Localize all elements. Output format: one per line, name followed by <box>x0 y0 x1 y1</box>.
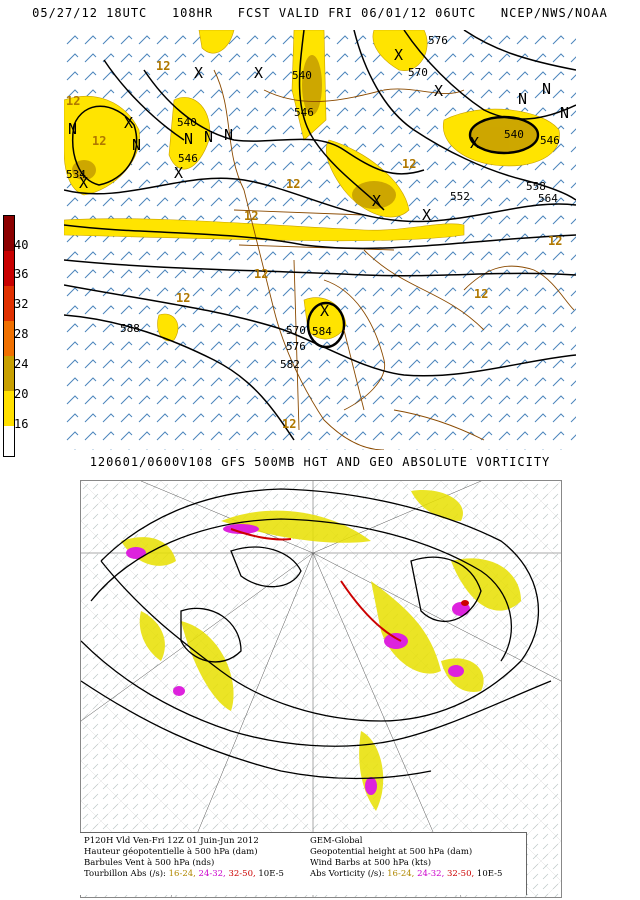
contour-label: 570 <box>408 66 428 79</box>
legend-bar <box>3 215 15 457</box>
legend-swatch <box>4 426 14 456</box>
range-units: 10E-5 <box>476 869 503 879</box>
vorticity-fills-low <box>121 490 521 811</box>
legend-swatch <box>4 216 14 251</box>
north-marker: N <box>518 90 527 108</box>
vorticity-legend-en: Abs Vorticity (/s): 16-24, 24-32, 32-50,… <box>310 869 502 880</box>
vorticity-color-legend: 40 36 32 28 24 20 16 <box>2 215 36 460</box>
vorticity-label: 12 <box>286 177 300 191</box>
info-column-english: GEM-Global Geopotential height at 500 hP… <box>310 836 502 880</box>
range-high: 32-50, <box>228 869 256 879</box>
vorticity-label: 12 <box>548 234 562 248</box>
forecast-validity: P120H Vld Ven-Fri 12Z 01 Juin-Jun 2012 <box>84 836 259 846</box>
vorticity-legend-fr: Tourbillon Abs (/s): 16-24, 24-32, 32-50… <box>84 869 284 880</box>
legend-tick: 28 <box>14 327 29 341</box>
legend-tick: 36 <box>14 267 29 281</box>
north-marker: N <box>560 104 569 122</box>
contour-label: 582 <box>280 358 300 371</box>
barbs-label-fr: Barbules Vent à 500 hPa (nds) <box>84 858 215 868</box>
contour-label: 540 <box>292 69 312 82</box>
range-low: 16-24, <box>387 869 415 879</box>
contour-label: 584 <box>312 325 332 338</box>
legend-tick: 24 <box>14 357 29 371</box>
low-center-marker: X <box>124 114 133 132</box>
contour-label: 540 <box>504 128 524 141</box>
north-marker: N <box>132 136 141 154</box>
contour-label: 546 <box>294 106 314 119</box>
height-label-fr: Hauteur géopotentielle à 500 hPa (dam) <box>84 847 258 857</box>
legend-swatch <box>4 321 14 356</box>
vorticity-label: 12 <box>282 417 296 431</box>
barbs-label-en: Wind Barbs at 500 hPa (kts) <box>310 858 432 868</box>
low-center-marker: X <box>422 206 431 224</box>
vorticity-label-en: Abs Vorticity (/s): <box>310 869 385 879</box>
vorticity-fills-mid <box>126 524 470 795</box>
contour-label: 570 <box>286 324 306 337</box>
low-center-marker: X <box>79 174 88 192</box>
low-center-marker: X <box>470 134 479 152</box>
vorticity-label: 12 <box>244 209 258 223</box>
vorticity-label: 12 <box>66 94 80 108</box>
low-center-marker: X <box>320 302 329 320</box>
legend-swatch <box>4 251 14 286</box>
range-mid: 24-32, <box>198 869 226 879</box>
contour-label: 564 <box>538 192 558 205</box>
vorticity-label: 12 <box>92 134 106 148</box>
height-label-en: Geopotential height at 500 hPa (dam) <box>310 847 473 857</box>
contour-label: 552 <box>450 190 470 203</box>
low-center-marker: X <box>254 64 263 82</box>
legend-tick: 20 <box>14 387 29 401</box>
legend-tick: 32 <box>14 297 29 311</box>
range-mid: 24-32, <box>417 869 445 879</box>
gem-global-vorticity-map <box>80 480 562 898</box>
map-header: 05/27/12 18UTC 108HR FCST VALID FRI 06/0… <box>32 6 608 20</box>
vorticity-label: 12 <box>176 291 190 305</box>
legend-tick: 40 <box>14 238 29 252</box>
info-column-french: P120H Vld Ven-Fri 12Z 01 Juin-Jun 2012 H… <box>84 836 284 880</box>
range-units: 10E-5 <box>258 869 284 879</box>
low-center-marker: X <box>372 192 381 210</box>
range-high: 32-50, <box>446 869 475 879</box>
contour-label: 546 <box>178 152 198 165</box>
vorticity-label: 12 <box>156 59 170 73</box>
low-center-marker: X <box>434 82 443 100</box>
vorticity-label: 12 <box>402 157 416 171</box>
contour-label: 540 <box>177 116 197 129</box>
north-marker: N <box>68 120 77 138</box>
height-contours <box>64 30 576 441</box>
north-marker: N <box>184 130 193 148</box>
north-marker: N <box>224 126 233 144</box>
height-contours <box>81 488 552 780</box>
vorticity-labels: 12 12 12 12 12 12 12 12 12 12 12 <box>66 59 562 431</box>
low-center-marker: X <box>194 64 203 82</box>
contour-labels: 576 570 540 546 540 546 534 540 546 552 … <box>66 34 560 371</box>
contour-label: 576 <box>286 340 306 353</box>
legend-swatch <box>4 391 14 426</box>
map-info-box: P120H Vld Ven-Fri 12Z 01 Juin-Jun 2012 H… <box>80 832 527 895</box>
contour-label: 588 <box>120 322 140 335</box>
coastlines <box>213 69 575 450</box>
low-center-marker: X <box>174 164 183 182</box>
north-marker: N <box>542 80 551 98</box>
low-center-marker: X <box>394 46 403 64</box>
contour-label: 546 <box>540 134 560 147</box>
range-low: 16-24, <box>168 869 196 879</box>
map-caption: 120601/0600V108 GFS 500MB HGT AND GEO AB… <box>89 455 551 469</box>
legend-swatch <box>4 356 14 391</box>
north-marker: N <box>204 128 213 146</box>
vorticity-label: 12 <box>474 287 488 301</box>
contour-label: 576 <box>428 34 448 47</box>
center-markers: N N N N N N N N X X X X X X X X X X X <box>68 46 569 320</box>
legend-swatch <box>4 286 14 321</box>
vorticity-fills-high <box>230 528 469 642</box>
vorticity-label-fr: Tourbillon Abs (/s): <box>84 869 166 879</box>
legend-tick: 16 <box>14 417 29 431</box>
vorticity-label: 12 <box>254 267 268 281</box>
contour-label: 534 <box>66 168 86 181</box>
contour-label: 558 <box>526 180 546 193</box>
gfs-vorticity-map: 576 570 540 546 540 546 534 540 546 552 … <box>64 30 576 450</box>
model-name: GEM-Global <box>310 836 363 846</box>
